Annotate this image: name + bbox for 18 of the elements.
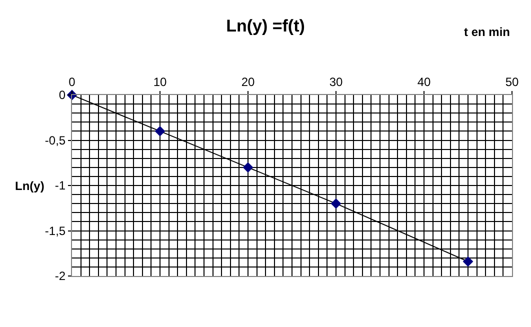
x-tick-label: 0 xyxy=(68,75,76,90)
x-axis-title: t en min xyxy=(464,25,510,39)
x-tick-label: 30 xyxy=(329,75,343,90)
y-tick-label: 0 xyxy=(58,88,66,102)
x-tick-label: 40 xyxy=(417,75,431,90)
y-tick-label: -0,5 xyxy=(44,133,66,148)
point xyxy=(330,198,342,209)
y-tick-label: -2 xyxy=(54,269,66,284)
y-tick-label: -1,5 xyxy=(44,224,66,238)
point xyxy=(242,162,254,173)
x-tick-label: 20 xyxy=(241,75,255,90)
x-tick-label: 50 xyxy=(505,75,519,90)
chart-title: Ln(y) =f(t) xyxy=(226,16,305,36)
x-tick-label: 10 xyxy=(153,75,167,90)
y-axis-title: Ln(y) xyxy=(15,179,44,193)
point xyxy=(462,256,474,267)
point xyxy=(154,126,166,136)
y-tick-label: -1 xyxy=(54,178,66,193)
